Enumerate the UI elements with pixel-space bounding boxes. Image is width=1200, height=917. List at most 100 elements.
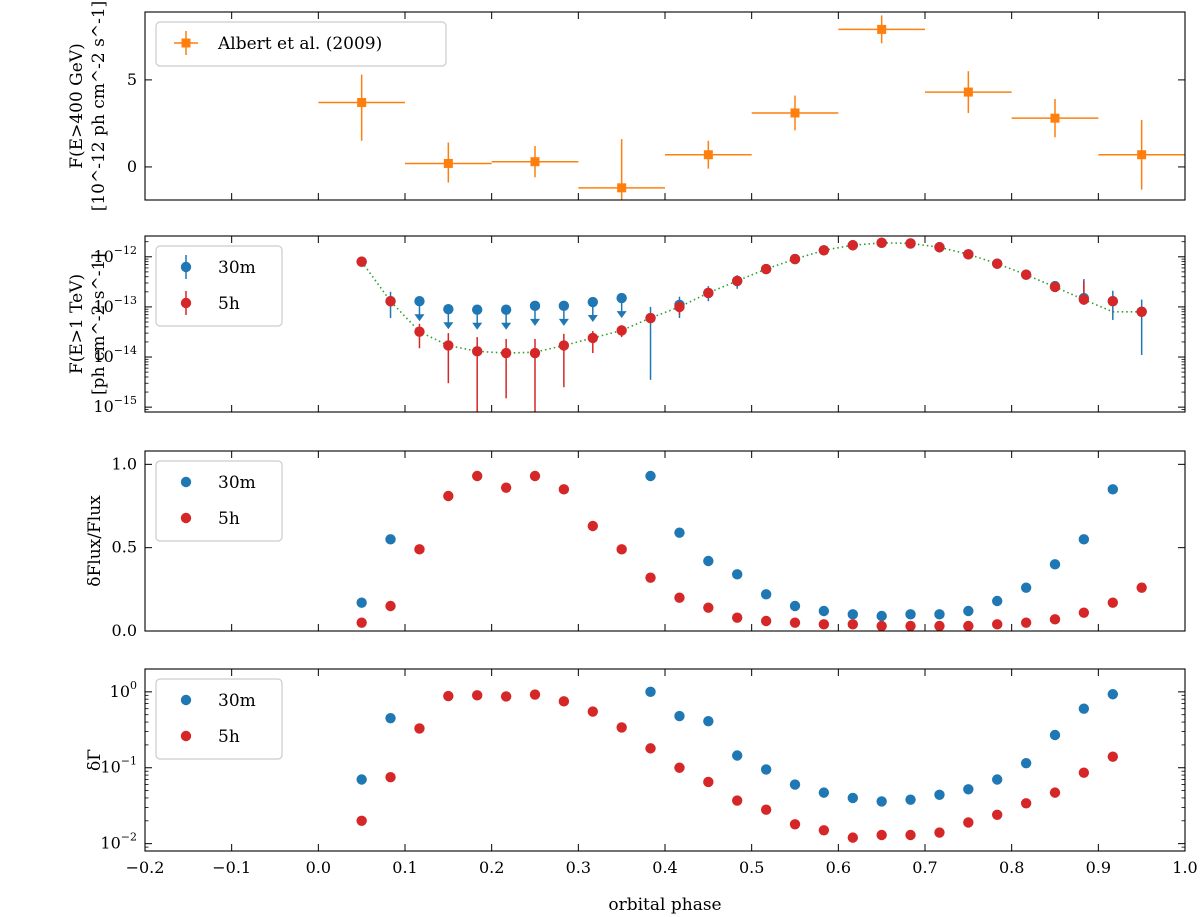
data-point — [991, 595, 1003, 607]
data-point — [645, 686, 656, 698]
data-point — [1049, 729, 1061, 741]
x-tick-label: 0.5 — [739, 858, 764, 877]
data-point — [760, 589, 772, 600]
axes-frame — [144, 235, 1186, 413]
data-point — [385, 600, 396, 612]
y-axis-label: [ph cm^-2 s^-1] — [89, 253, 109, 395]
data-point — [1049, 787, 1061, 798]
data-point — [847, 832, 859, 843]
data-point — [471, 304, 483, 315]
data-point — [645, 312, 656, 324]
data-point — [818, 619, 830, 630]
data-point — [731, 275, 743, 287]
upper-limit-arrow — [501, 322, 512, 330]
model-curve — [361, 241, 1142, 354]
plot-area — [356, 686, 1119, 843]
data-point — [1107, 296, 1119, 307]
data-point — [414, 296, 425, 307]
data-point — [1078, 767, 1090, 778]
upper-limit-arrow — [587, 315, 598, 323]
y-axis-label: [10^-12 ph cm^-2 s^-1] — [89, 1, 109, 212]
series-5h — [356, 237, 1147, 412]
data-point — [877, 24, 887, 34]
data-point — [1136, 582, 1147, 593]
data-point — [991, 619, 1003, 630]
data-point — [703, 555, 714, 567]
legend-swatch — [180, 261, 192, 273]
data-point — [500, 304, 512, 315]
data-point — [645, 572, 656, 583]
data-point — [443, 304, 454, 315]
data-point — [760, 804, 772, 815]
data-point — [991, 258, 1003, 269]
x-tick-label: 0.4 — [652, 858, 677, 877]
data-point — [731, 569, 743, 580]
legend-label: 30m — [218, 473, 256, 493]
data-point — [674, 710, 685, 722]
data-point — [818, 825, 830, 836]
legend-swatch — [181, 38, 191, 48]
y-axis-label: δΓ — [85, 749, 105, 771]
x-tick-label: −0.1 — [212, 858, 251, 877]
data-point — [703, 287, 714, 299]
data-point — [789, 819, 801, 830]
data-point — [587, 332, 599, 344]
data-point — [1078, 607, 1090, 618]
data-point — [1137, 150, 1147, 160]
y-tick-label: 5 — [127, 70, 137, 89]
data-point — [760, 764, 772, 775]
plot-area — [356, 237, 1147, 412]
y-tick-label: 10−1 — [100, 755, 137, 777]
x-tick-label: 0.7 — [912, 858, 937, 877]
data-point — [991, 774, 1003, 785]
data-point — [905, 620, 916, 631]
legend-label: 5h — [218, 509, 240, 529]
y-tick-label: 10−13 — [93, 294, 137, 316]
data-point — [847, 792, 859, 804]
upper-limit-arrow — [616, 311, 627, 319]
data-point — [876, 237, 887, 249]
data-point — [356, 815, 367, 826]
data-point — [587, 296, 599, 308]
data-point — [529, 300, 541, 312]
legend: 30m 5h — [155, 460, 283, 542]
data-point — [471, 346, 483, 357]
data-point — [905, 238, 916, 249]
data-point — [530, 157, 540, 167]
data-point — [1107, 484, 1119, 495]
data-point — [963, 620, 974, 631]
data-point — [963, 249, 974, 260]
data-point — [500, 691, 512, 702]
x-axis-label: orbital phase — [608, 895, 721, 915]
data-point — [356, 617, 367, 628]
data-point — [414, 544, 425, 555]
legend: 30m 5h — [155, 245, 283, 327]
data-point — [1020, 269, 1032, 280]
legend-swatch — [180, 694, 192, 706]
data-point — [1020, 798, 1032, 809]
series-albert-et-al-2009- — [318, 15, 1185, 200]
data-point — [905, 609, 916, 620]
data-point — [443, 158, 453, 168]
data-point — [963, 87, 973, 97]
x-tick-label: 0.8 — [999, 858, 1024, 877]
data-point — [674, 527, 685, 538]
x-tick-label: 0.1 — [392, 858, 417, 877]
data-point — [1107, 751, 1119, 762]
data-point — [934, 789, 945, 801]
data-point — [1020, 757, 1032, 769]
data-point — [587, 520, 599, 532]
plot-area — [356, 470, 1147, 631]
data-point — [587, 706, 599, 717]
data-point — [703, 776, 714, 788]
y-tick-label: 10−12 — [93, 244, 137, 266]
data-point — [529, 689, 541, 700]
data-point — [1049, 614, 1061, 625]
panel-top: 0 5 F(E>400 GeV) [10^-12 ph cm^-2 s^-1] Albe… — [67, 1, 1186, 212]
data-point — [1078, 534, 1090, 545]
data-point — [1020, 582, 1032, 593]
data-point — [443, 690, 454, 702]
data-point — [1107, 689, 1119, 700]
data-point — [789, 600, 801, 612]
